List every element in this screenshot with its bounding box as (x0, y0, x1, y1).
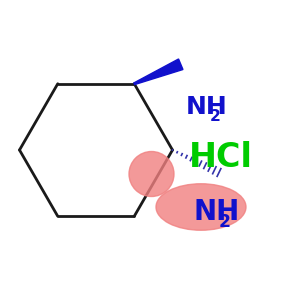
Text: NH: NH (186, 94, 228, 118)
Polygon shape (134, 59, 183, 85)
Text: 2: 2 (219, 213, 231, 231)
Text: 2: 2 (209, 109, 220, 124)
Circle shape (129, 152, 174, 196)
Text: HCl: HCl (189, 141, 252, 174)
Text: NH: NH (194, 197, 240, 226)
Ellipse shape (156, 184, 246, 230)
